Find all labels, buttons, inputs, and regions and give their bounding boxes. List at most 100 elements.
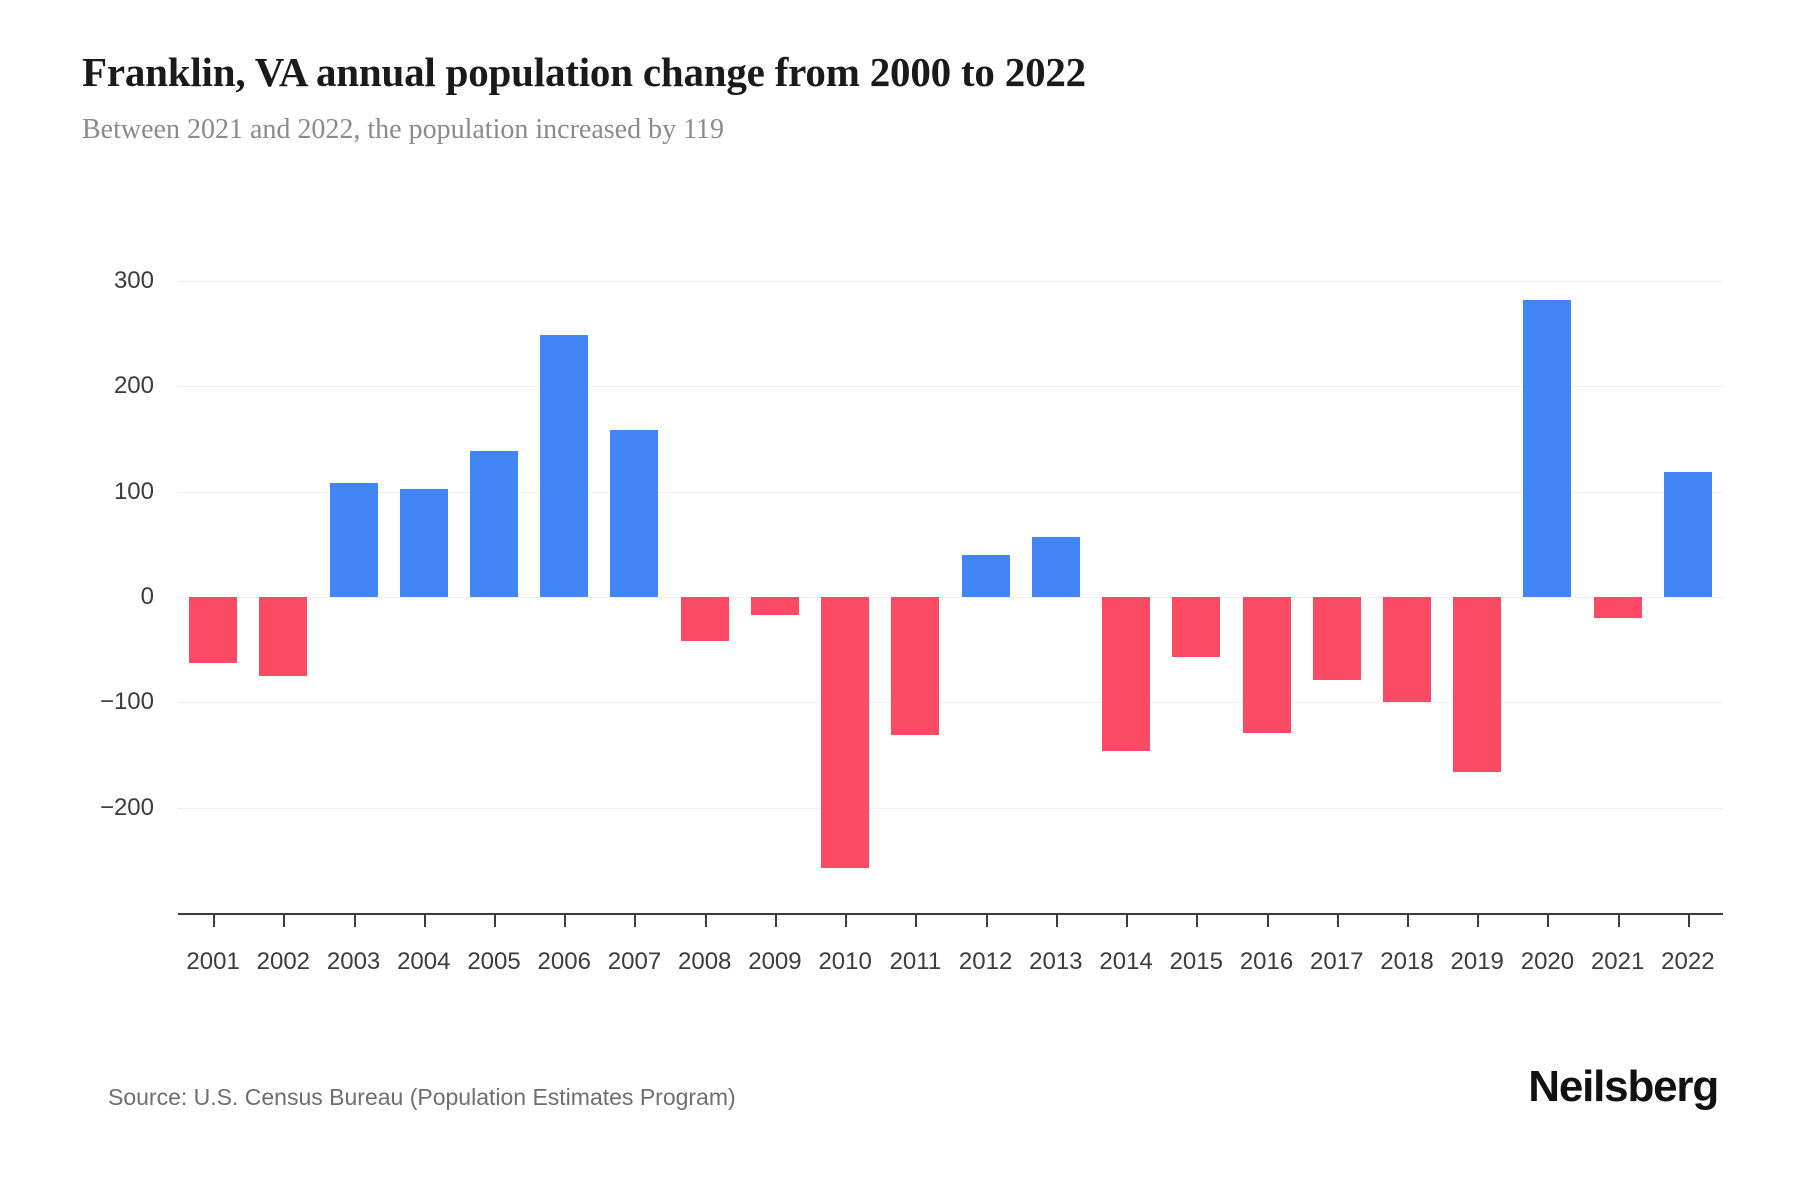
plot-area [178,281,1723,913]
bar-2012[interactable] [961,554,1010,597]
gridline-0 [178,597,1723,598]
gridline-200 [178,386,1723,388]
bar-2003[interactable] [329,483,378,597]
x-tick [634,913,637,927]
bar-slot [1372,281,1442,913]
bar-slot [1512,281,1582,913]
bar-slot [1161,281,1231,913]
bar-slot [670,281,740,913]
x-axis-line [178,913,1723,915]
bar-2017[interactable] [1312,597,1361,681]
source-note: Source: U.S. Census Bureau (Population E… [108,1084,736,1110]
bar-slot [178,281,248,913]
bar-2015[interactable] [1172,597,1221,658]
x-tick-label-2004: 2004 [397,948,451,975]
bar-series [178,281,1723,913]
y-tick-label: 300 [113,267,154,294]
y-tick-label: 0 [140,583,154,610]
x-tick [564,913,567,927]
bar-slot [1653,281,1723,913]
bar-2020[interactable] [1523,299,1572,597]
x-tick-label-2019: 2019 [1450,948,1504,975]
gridline--200 [178,807,1723,809]
page-title: Franklin, VA annual population change fr… [82,49,1086,95]
brand-logo: Neilsberg [1528,1062,1719,1111]
bar-2005[interactable] [470,450,519,597]
bar-2009[interactable] [750,597,799,615]
x-tick-label-2009: 2009 [748,948,802,975]
x-tick-label-2005: 2005 [467,948,521,975]
x-tick [353,913,356,927]
bar-2021[interactable] [1593,597,1642,619]
x-tick [1547,913,1550,927]
chart-subtitle: Between 2021 and 2022, the population in… [82,114,725,146]
bar-2010[interactable] [821,597,870,868]
x-tick [1477,913,1480,927]
x-tick-label-2012: 2012 [958,948,1013,975]
bar-2011[interactable] [891,597,940,735]
bar-slot [1091,281,1161,913]
gridline-100 [178,491,1723,493]
x-tick [704,913,707,927]
y-tick-label: −200 [99,793,154,821]
x-tick-label-2007: 2007 [607,948,662,975]
x-tick-label-2022: 2022 [1661,948,1715,975]
bar-slot [740,281,810,913]
bar-2022[interactable] [1663,471,1712,597]
bar-slot [951,281,1021,913]
bar-2016[interactable] [1242,597,1291,733]
bar-2018[interactable] [1382,597,1431,703]
x-tick [845,913,848,927]
x-tick [1617,913,1620,927]
x-tick [1687,913,1690,927]
bar-2002[interactable] [259,597,308,676]
x-tick [1196,913,1199,927]
bar-2001[interactable] [189,597,238,664]
x-tick-label-2006: 2006 [537,948,591,975]
bar-slot [599,281,669,913]
x-tick [1266,913,1269,927]
bar-slot [389,281,459,913]
y-tick-label: 100 [113,477,154,505]
x-tick-label-2018: 2018 [1380,948,1434,975]
bar-2006[interactable] [540,334,589,597]
x-tick-label-2008: 2008 [678,948,732,975]
bar-slot [1021,281,1091,913]
bar-slot [248,281,318,913]
x-tick-label-2014: 2014 [1099,948,1153,975]
bar-2008[interactable] [680,597,729,642]
x-tick [985,913,988,927]
x-tick-label-2020: 2020 [1520,948,1575,975]
x-tick-label-2003: 2003 [326,948,381,975]
bar-slot [810,281,880,913]
bar-slot [529,281,599,913]
x-tick-label-2011: 2011 [889,948,942,975]
bar-slot [1231,281,1301,913]
bar-2007[interactable] [610,429,659,597]
bar-2004[interactable] [399,488,448,597]
x-tick-label-2010: 2010 [818,948,872,975]
x-tick-label-2001: 2001 [186,948,240,975]
x-tick [213,913,216,927]
x-tick [1336,913,1339,927]
x-tick [283,913,286,927]
x-tick [1126,913,1129,927]
bar-2013[interactable] [1031,536,1080,597]
bar-slot [880,281,950,913]
x-tick-label-2021: 2021 [1590,948,1645,975]
gridline-300 [178,281,1723,282]
y-tick-label: 200 [113,372,154,400]
x-tick-label-2015: 2015 [1169,948,1223,975]
bar-slot [459,281,529,913]
x-tick [774,913,777,927]
x-tick [423,913,426,927]
x-tick-label-2013: 2013 [1029,948,1083,975]
x-tick-label-2002: 2002 [256,948,311,975]
bar-slot [318,281,388,913]
bar-2019[interactable] [1453,597,1502,772]
bar-2014[interactable] [1102,597,1151,751]
x-tick [494,913,497,927]
x-tick [1055,913,1058,927]
bar-slot [1583,281,1653,913]
bar-slot [1302,281,1372,913]
